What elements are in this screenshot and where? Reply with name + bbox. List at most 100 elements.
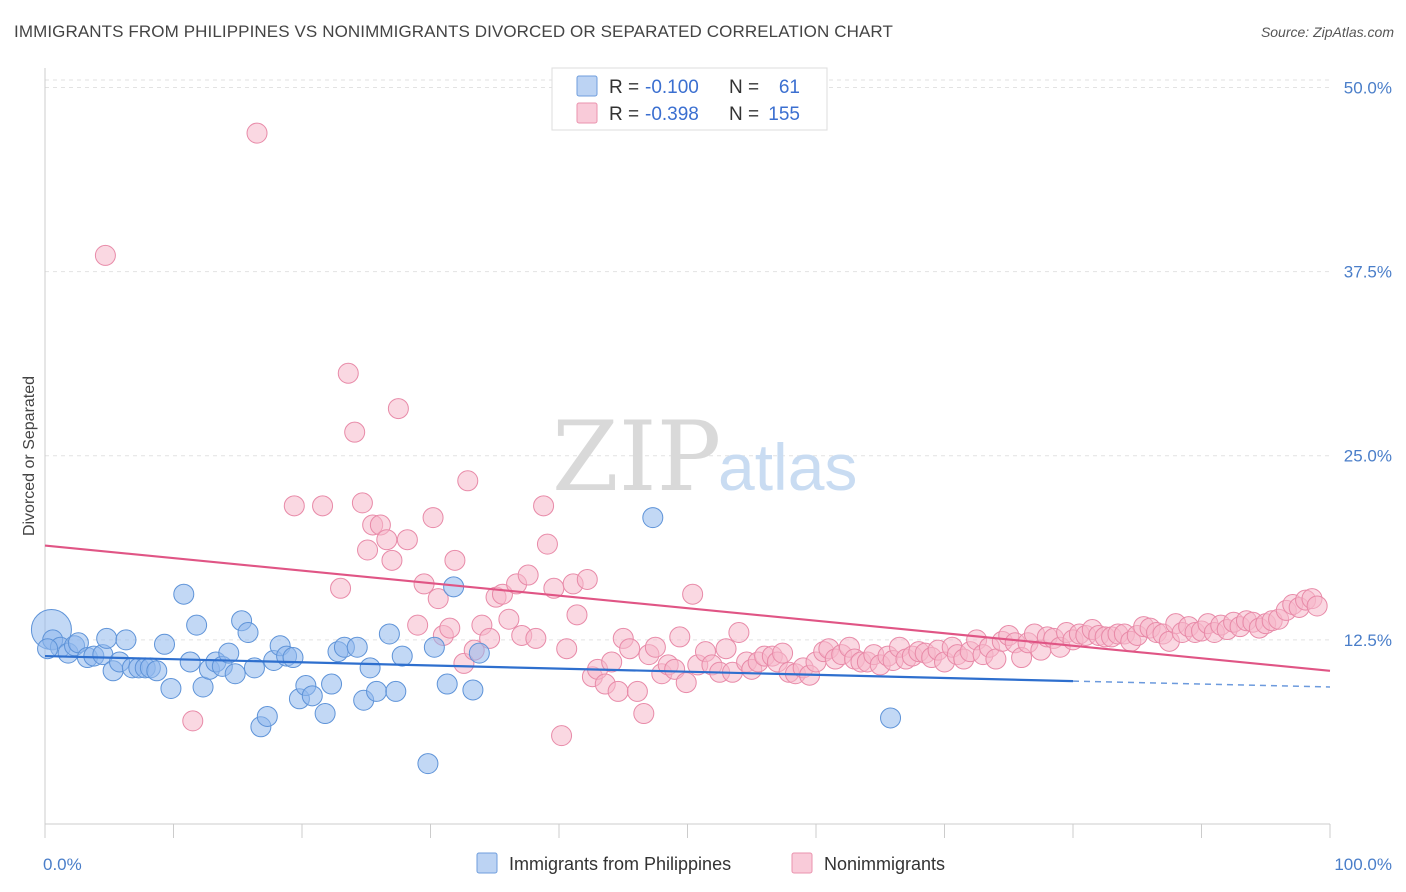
nonimmigrants-point-36 bbox=[536, 533, 558, 555]
nonimmigrants-point-30 bbox=[498, 608, 520, 630]
nonimmigrants-point-4 bbox=[312, 495, 334, 517]
nonimmigrants-point-46 bbox=[601, 651, 623, 673]
nonimmigrants-point-47 bbox=[607, 680, 629, 702]
nonimmigrants-point-1 bbox=[182, 710, 204, 732]
immigrants-point-57 bbox=[468, 642, 490, 664]
nonimmigrants-point-66 bbox=[728, 622, 750, 643]
immigrants-point-9 bbox=[96, 627, 118, 649]
immigrants-point-51 bbox=[391, 645, 413, 667]
nonimmigrants-point-16 bbox=[407, 614, 429, 636]
y-axis-label: Divorced or Separated bbox=[21, 376, 38, 536]
legend-r-value-1: -0.398 bbox=[645, 104, 699, 125]
nonimmigrants-point-106 bbox=[985, 648, 1007, 670]
nonimmigrants-point-64 bbox=[715, 638, 737, 660]
nonimmigrants-point-8 bbox=[351, 492, 373, 514]
nonimmigrants-point-2 bbox=[246, 122, 268, 144]
trend-line-immigrants bbox=[44, 654, 1074, 683]
immigrants-point-48 bbox=[366, 680, 388, 702]
top-legend: R = -0.100 N = 61 R = -0.398 N = 155 bbox=[551, 67, 828, 131]
trend-line-immigrants-extension bbox=[1072, 680, 1331, 688]
x-tick-label-1: 100.0% bbox=[1334, 855, 1392, 874]
y-tick-label-1: 25.0% bbox=[1344, 447, 1392, 466]
nonimmigrants-point-13 bbox=[381, 549, 403, 571]
immigrants-point-58 bbox=[642, 507, 664, 529]
nonimmigrants-point-6 bbox=[337, 362, 359, 384]
nonimmigrants-point-5 bbox=[330, 577, 352, 599]
bottom-legend-swatch-blue bbox=[476, 852, 498, 874]
legend-r-label-1: R = bbox=[609, 104, 639, 125]
immigrants-point-54 bbox=[436, 673, 458, 695]
chart-source: Source: ZipAtlas.com bbox=[1260, 24, 1394, 40]
nonimmigrants-point-21 bbox=[439, 617, 461, 639]
immigrants-point-18 bbox=[154, 633, 176, 655]
nonimmigrants-point-38 bbox=[551, 725, 573, 747]
immigrants-point-49 bbox=[378, 623, 400, 645]
immigrants-point-22 bbox=[186, 614, 208, 636]
nonimmigrants-point-18 bbox=[422, 507, 444, 529]
nonimmigrants-point-3 bbox=[283, 495, 305, 517]
series-immigrants-points bbox=[30, 507, 902, 775]
immigrants-point-20 bbox=[173, 583, 195, 605]
nonimmigrants-point-39 bbox=[556, 638, 578, 660]
nonimmigrants-point-9 bbox=[357, 539, 379, 561]
watermark-zip: ZIP bbox=[552, 401, 721, 513]
nonimmigrants-point-34 bbox=[525, 627, 547, 649]
trend-lines bbox=[44, 544, 1331, 688]
series-nonimmigrants-points bbox=[94, 122, 1328, 747]
legend-r-value-0: -0.100 bbox=[645, 77, 699, 98]
immigrants-point-53 bbox=[423, 636, 445, 658]
nonimmigrants-point-73 bbox=[772, 642, 794, 664]
immigrants-point-50 bbox=[385, 680, 407, 702]
y-tick-label-2: 37.5% bbox=[1344, 263, 1392, 282]
nonimmigrants-point-50 bbox=[626, 680, 648, 702]
nonimmigrants-point-22 bbox=[444, 549, 466, 571]
bottom-legend: Immigrants from Philippines Nonimmigrant… bbox=[476, 852, 945, 874]
immigrants-point-59 bbox=[880, 707, 902, 729]
immigrants-point-60 bbox=[37, 638, 59, 660]
nonimmigrants-point-42 bbox=[576, 568, 598, 590]
bottom-legend-label-1: Nonimmigrants bbox=[824, 854, 945, 874]
tick-labels: 12.5% 25.0% 37.5% 50.0% 0.0% 100.0% bbox=[43, 78, 1392, 874]
nonimmigrants-point-58 bbox=[675, 672, 697, 694]
nonimmigrants-point-27 bbox=[479, 627, 501, 649]
nonimmigrants-point-49 bbox=[619, 638, 641, 660]
bottom-legend-label-0: Immigrants from Philippines bbox=[509, 854, 731, 874]
immigrants-point-52 bbox=[417, 753, 439, 775]
nonimmigrants-point-14 bbox=[387, 398, 409, 420]
nonimmigrants-point-41 bbox=[566, 604, 588, 626]
nonimmigrants-point-53 bbox=[644, 636, 666, 658]
nonimmigrants-point-56 bbox=[664, 658, 686, 680]
nonimmigrants-point-35 bbox=[533, 495, 555, 517]
y-tick-label-0: 12.5% bbox=[1344, 631, 1392, 650]
nonimmigrants-point-51 bbox=[633, 703, 655, 725]
nonimmigrants-point-15 bbox=[396, 529, 418, 551]
nonimmigrants-point-59 bbox=[682, 583, 704, 605]
immigrants-point-45 bbox=[346, 636, 368, 658]
watermark: ZIP atlas bbox=[552, 401, 857, 513]
immigrants-point-30 bbox=[237, 622, 259, 643]
immigrants-point-33 bbox=[256, 705, 278, 727]
nonimmigrants-point-33 bbox=[517, 564, 539, 586]
watermark-atlas: atlas bbox=[718, 430, 857, 504]
immigrants-point-41 bbox=[314, 703, 336, 725]
y-tick-label-3: 50.0% bbox=[1344, 78, 1392, 97]
nonimmigrants-point-57 bbox=[669, 626, 691, 648]
immigrants-point-31 bbox=[243, 657, 265, 679]
legend-swatch-pink bbox=[576, 102, 598, 124]
immigrants-point-17 bbox=[146, 660, 168, 682]
nonimmigrants-point-24 bbox=[457, 470, 479, 492]
legend-r-label-0: R = bbox=[609, 77, 639, 98]
legend-n-label-0: N = bbox=[729, 77, 759, 98]
bottom-legend-swatch-pink bbox=[791, 852, 813, 874]
trend-line-nonimmigrants bbox=[44, 544, 1331, 672]
gridlines bbox=[45, 79, 1330, 641]
nonimmigrants-point-12 bbox=[376, 529, 398, 551]
immigrants-point-21 bbox=[179, 651, 201, 673]
nonimmigrants-point-0 bbox=[94, 244, 116, 266]
legend-n-value-0: 61 bbox=[779, 77, 800, 98]
legend-n-label-1: N = bbox=[729, 104, 759, 125]
x-tick-label-0: 0.0% bbox=[43, 855, 82, 874]
nonimmigrants-point-7 bbox=[344, 421, 366, 443]
immigrants-point-28 bbox=[224, 663, 246, 685]
legend-n-value-1: 155 bbox=[768, 104, 800, 125]
